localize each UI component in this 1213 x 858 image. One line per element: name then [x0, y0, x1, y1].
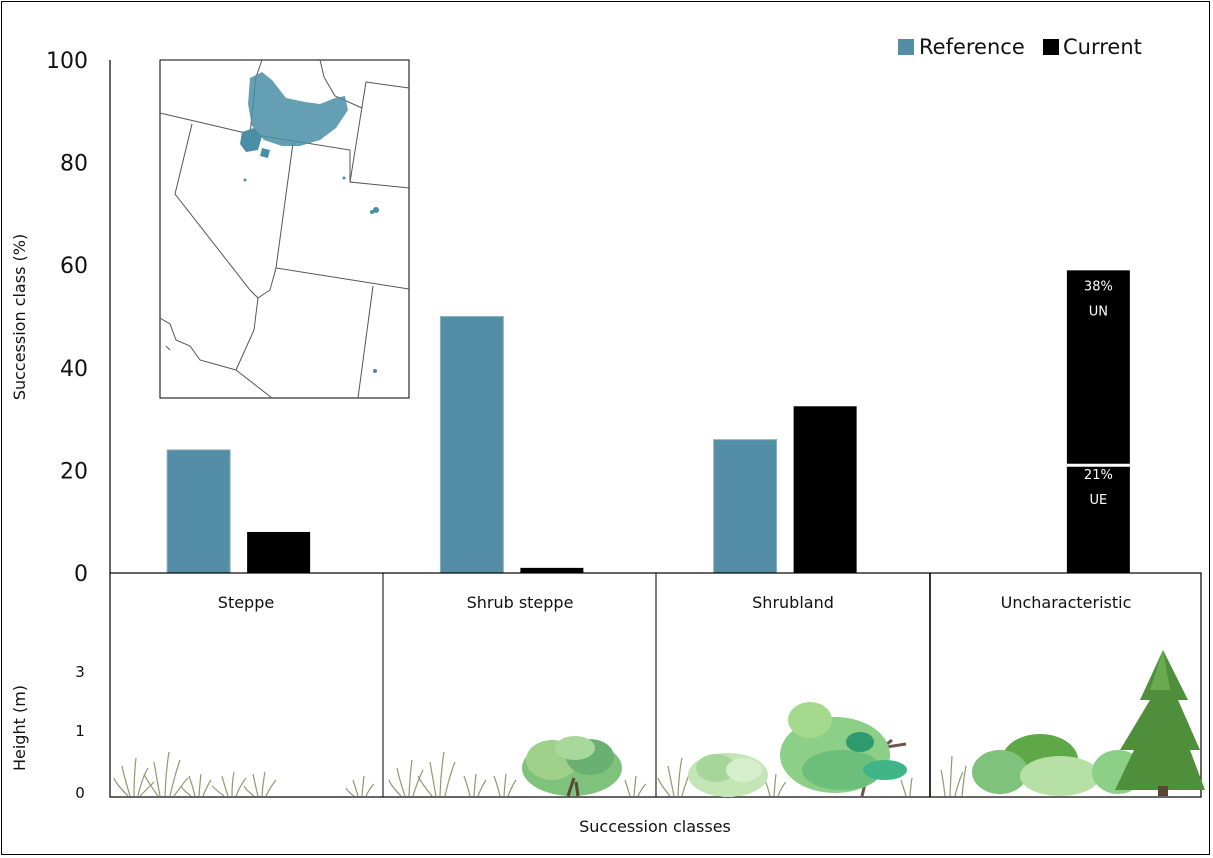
segment-pct-label: 38%	[1084, 279, 1113, 294]
panel-title-shrub-steppe: Shrub steppe	[467, 593, 574, 612]
x-axis-title: Succession classes	[579, 817, 731, 836]
bar-reference-steppe	[166, 449, 231, 574]
segment-code-label: UN	[1089, 304, 1108, 319]
legend: Reference Current	[898, 35, 1142, 59]
bar-current-steppe	[247, 531, 311, 573]
panel-title-steppe: Steppe	[218, 593, 274, 612]
y-tick-labels: 0 20 40 60 80 100	[46, 49, 88, 587]
y-tick-label: 60	[60, 254, 88, 279]
bar-reference-shrubland	[713, 439, 778, 574]
legend-label-current: Current	[1063, 35, 1142, 59]
grass-tufts-icon	[113, 751, 375, 797]
legend-swatch-reference	[898, 39, 914, 55]
height-axis-title: Height (m)	[10, 685, 29, 771]
segment-pct-label: 21%	[1084, 468, 1113, 483]
shrub-icon	[522, 736, 622, 797]
bar-current-shrubland	[793, 406, 857, 573]
inset-map	[159, 59, 410, 399]
height-tick-1: 1	[75, 722, 85, 740]
height-tick-0: 0	[75, 784, 85, 802]
shrubs-and-tree-icon	[657, 702, 913, 797]
sagebrush-extent	[240, 72, 379, 373]
segment-code-label: UE	[1090, 493, 1108, 508]
panel-title-uncharacteristic: Uncharacteristic	[1001, 593, 1132, 612]
panel-title-shrubland: Shrubland	[752, 593, 834, 612]
bars-group: 21% UE 38% UN	[166, 270, 1130, 574]
bar-reference-shrub-steppe	[439, 316, 504, 574]
bar-current-uncharacteristic	[1066, 270, 1130, 573]
y-tick-label: 80	[60, 152, 88, 177]
y-tick-label: 100	[46, 49, 88, 74]
legend-label-reference: Reference	[919, 35, 1025, 59]
shrubs-and-conifer-icon	[940, 650, 1205, 797]
legend-swatch-current	[1043, 39, 1059, 55]
grass-and-shrub-icon	[388, 736, 647, 797]
height-tick-3: 3	[75, 663, 85, 681]
y-tick-label: 0	[74, 562, 88, 587]
bar-current-shrub-steppe	[520, 567, 584, 573]
y-tick-label: 20	[60, 459, 88, 484]
y-tick-label: 40	[60, 357, 88, 382]
y-axis-title: Succession class (%)	[10, 234, 29, 400]
height-panel: Steppe Shrub steppe Shrubland Uncharacte…	[10, 572, 1205, 802]
